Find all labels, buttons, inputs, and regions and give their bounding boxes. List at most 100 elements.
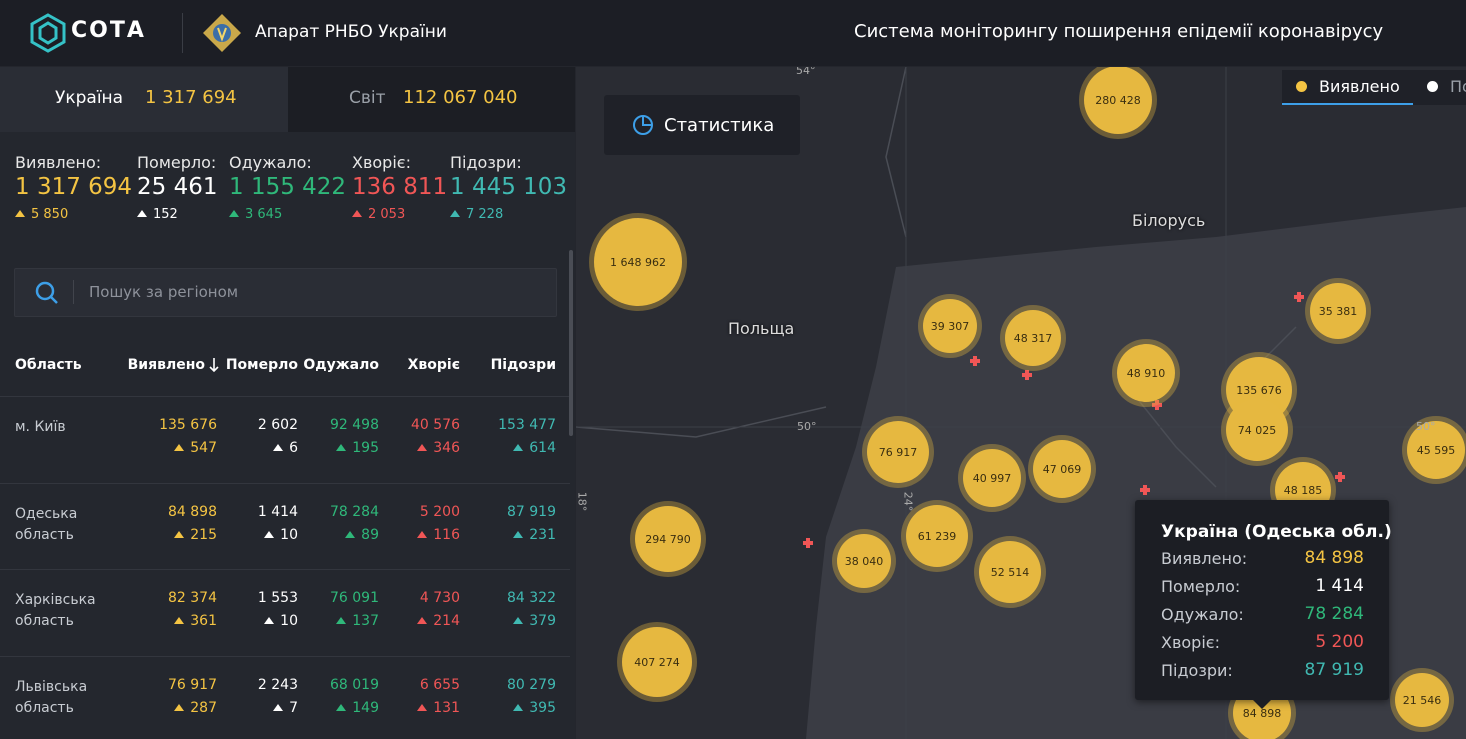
country-label: Білорусь [1132,211,1206,230]
button-label: Статистика [664,115,775,136]
tooltip [1135,500,1389,700]
stat-value: 25 461 [137,174,218,200]
cell-delta: 361 [174,613,217,629]
region-name: Одеська область [15,505,78,543]
sort-icon[interactable] [209,357,219,373]
search-placeholder: Пошук за регіоном [89,283,239,301]
column-header: Виявлено [127,357,205,373]
region-name: Львівська область [15,678,88,716]
column-header: Хворіє [407,357,460,373]
cell-delta: 10 [264,527,298,543]
stat-value: 1 155 422 [229,174,347,200]
cell-value: 6 655 [419,676,460,693]
pie-icon [633,115,653,135]
up-arrow [417,530,428,538]
cluster-bubble[interactable]: 45 595 [1407,421,1465,479]
region-name: Харківська область [15,592,96,629]
cell-value: 153 477 [498,417,556,433]
cluster-bubble[interactable]: 74 025 [1226,399,1288,461]
cell-delta: 287 [174,700,217,716]
cell-delta: 116 [417,527,460,543]
stats-button[interactable] [604,95,800,155]
up-arrow [345,530,356,538]
cluster-bubble[interactable]: 48 317 [1005,310,1061,366]
cell-delta: 6 [273,440,298,456]
stat-label: Підозри: [450,153,522,172]
row-divider [0,482,570,484]
map: 280 428 1 648 962 39 307 48 317 35 381 48 910… [576,67,1466,739]
cluster-bubble[interactable]: 40 997 [963,449,1021,507]
cell-delta: 10 [264,613,298,629]
cluster-bubble[interactable]: 61 239 [906,505,968,567]
tab-label: Світ [349,88,386,108]
tooltip-label: Хворіє: [1161,633,1220,652]
tooltip-pointer [1252,699,1272,709]
cell-delta: 346 [417,440,460,456]
row-divider [0,655,570,657]
cell-value: 40 576 [411,417,460,433]
up-arrow [513,444,524,451]
stat-delta: 5 850 [15,207,68,222]
up-arrow [513,617,524,624]
cell-delta: 195 [336,440,379,456]
cell-value: 68 019 [330,676,379,693]
legend-item[interactable]: Виявлено [1319,77,1400,96]
coord-label: 24° [901,491,915,512]
cluster-bubble[interactable]: 294 790 [635,506,701,572]
search-box[interactable] [14,268,557,317]
cell-delta: 231 [513,527,556,543]
tooltip-label: Одужало: [1161,605,1244,624]
up-arrow [336,444,347,451]
cluster-bubble[interactable]: 39 307 [923,299,977,353]
tab-value: 112 067 040 [403,87,518,108]
stat-label: Виявлено: [15,153,102,172]
coord-label: 50° [797,420,817,433]
cluster-bubble[interactable]: 38 040 [837,534,891,588]
row-divider [0,396,570,397]
cell-delta: 7 [273,700,298,716]
coord-label: 50° [1416,420,1436,433]
cluster-bubble[interactable]: 21 546 [1395,673,1449,727]
cluster-bubble[interactable]: 280 428 [1084,67,1152,134]
up-arrow [513,530,524,538]
tab-value: 1 317 694 [145,87,237,108]
up-arrow [15,210,25,217]
borders [576,67,1297,488]
logo-icon [30,13,66,53]
tooltip-value: 5 200 [1315,632,1364,652]
up-arrow [264,530,275,538]
divider [73,280,74,304]
tab-world[interactable] [288,67,575,132]
tooltip-label: Померло: [1161,577,1241,596]
cell-value: 92 498 [330,417,379,433]
tab-label: Україна [55,88,124,108]
cluster-bubble[interactable]: 52 514 [979,541,1041,603]
page-title: Система моніторингу поширення епідемії к… [854,21,1384,42]
logo-text: СОТА [71,18,146,43]
cluster-bubble[interactable]: 407 274 [622,627,692,697]
cluster-bubble[interactable]: 35 381 [1310,283,1366,339]
cell-delta: 395 [513,700,556,716]
cluster-bubble[interactable]: 48 910 [1117,344,1175,402]
cell-value: 4 730 [419,590,460,606]
org-name: Апарат РНБО України [255,22,447,42]
up-arrow [336,703,347,711]
cluster-bubble[interactable]: 1 648 962 [594,218,682,306]
up-arrow [174,444,185,451]
tab-ukraine[interactable] [0,67,288,132]
tooltip-value: 87 919 [1304,660,1364,680]
tooltip-value: 1 414 [1315,576,1364,596]
cluster-bubble[interactable]: 47 069 [1033,440,1091,498]
tooltip-value: 78 284 [1304,604,1364,624]
up-arrow [273,444,284,451]
cell-value: 76 917 [168,676,217,693]
cell-value: 135 676 [159,417,217,433]
legend-item[interactable]: Померло [1450,77,1466,96]
coord-label: 18° [576,491,589,512]
stat-label: Одужало: [229,153,312,172]
up-arrow [450,210,460,217]
country-label: Польща [728,319,795,338]
cluster-bubble[interactable]: 76 917 [867,421,929,483]
coord-label: 54° [796,67,816,77]
